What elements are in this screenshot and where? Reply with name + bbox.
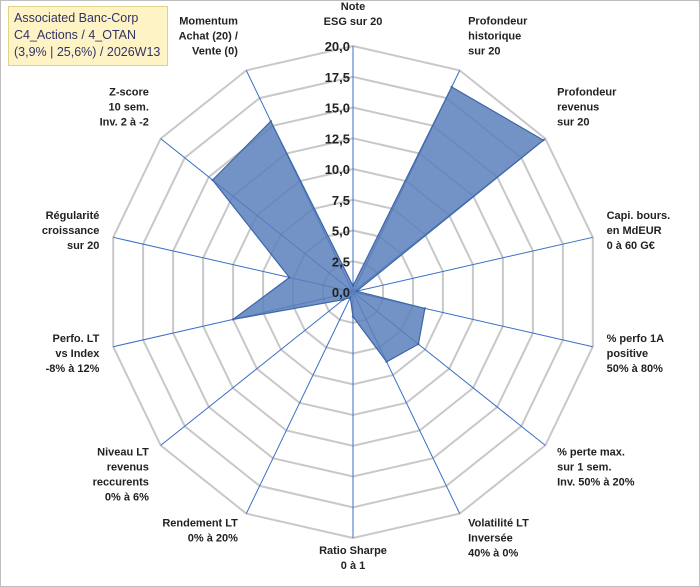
axis-label: Z-score (109, 86, 149, 98)
axis-spoke (245, 291, 354, 514)
axis-label: % perfo 1A (607, 333, 665, 345)
axis-label: positive (607, 348, 649, 360)
axis-label: Capi. bours. (607, 210, 671, 222)
data-point (351, 315, 355, 318)
axis-label: Momentum (179, 15, 238, 27)
data-point (211, 178, 214, 182)
axis-label: sur 20 (557, 116, 589, 128)
axis-label: Niveau LT (97, 447, 149, 459)
series-area (211, 86, 545, 363)
company-name: Associated Banc-Corp (14, 11, 139, 25)
radial-tick-label: 0,0 (332, 285, 350, 300)
radial-tick-label: 10,0 (325, 162, 350, 177)
radar-series (211, 85, 545, 363)
data-point (269, 120, 272, 123)
axis-label: Vente (0) (192, 45, 238, 57)
axis-label: historique (468, 30, 521, 42)
axis-label: Inv. 50% à 20% (557, 477, 635, 489)
axis-label: Profondeur (468, 15, 528, 27)
axis-label: Note (341, 1, 365, 13)
radial-tick-label: 5,0 (332, 224, 350, 239)
axis-spoke (160, 291, 354, 446)
data-point (231, 318, 235, 321)
data-point (423, 307, 427, 310)
radial-tick-label: 17,5 (325, 70, 350, 85)
radial-tick-label: 7,5 (332, 193, 350, 208)
axis-label: reccurents (93, 477, 149, 489)
axis-label: 10 sem. (109, 101, 149, 113)
axis-label: sur 20 (468, 45, 500, 57)
axis-label: 0 à 60 G€ (607, 240, 655, 252)
axis-labels: Note ESG sur 20 Profondeur historique sur 20… (42, 1, 670, 572)
axis-label: Rendement LT (162, 518, 238, 530)
radial-tick-label: 12,5 (325, 131, 350, 146)
radial-tick-label: 20,0 (325, 39, 350, 54)
data-point (385, 360, 388, 363)
axis-label: 0% à 20% (188, 533, 238, 545)
axis-label: Régularité (46, 210, 100, 222)
axis-label: revenus (107, 462, 149, 474)
axis-label: Profondeur (557, 86, 617, 98)
axis-label: Achat (20) / (179, 30, 238, 42)
axis-spoke (352, 236, 593, 293)
axis-label: Inv. 2 à -2 (100, 116, 149, 128)
axis-label: croissance (42, 225, 99, 237)
axis-label: revenus (557, 101, 599, 113)
portfolio-label: C4_Actions / 4_OTAN (14, 28, 137, 42)
data-point (355, 290, 358, 293)
axis-label: Ratio Sharpe (319, 545, 387, 557)
data-point (351, 284, 355, 288)
axis-label: sur 1 sem. (557, 462, 611, 474)
axis-label: 0 à 1 (341, 560, 365, 572)
data-point (417, 342, 420, 346)
radial-tick-label: 2,5 (332, 254, 350, 269)
axis-label: vs Index (55, 348, 100, 360)
axis-label: 0% à 6% (105, 492, 149, 504)
axis-label: -8% à 12% (46, 363, 100, 375)
axis-label: ESG sur 20 (324, 16, 383, 28)
axis-label: % perte max. (557, 447, 625, 459)
axis-label: Volatilité LT (468, 518, 529, 530)
info-box: Associated Banc-Corp C4_Actions / 4_OTAN… (8, 6, 168, 66)
axis-label: sur 20 (67, 240, 99, 252)
data-point (349, 296, 352, 299)
axis-label: Perfo. LT (53, 333, 100, 345)
axis-label: 40% à 0% (468, 548, 518, 560)
radial-tick-labels: 0,0 2,5 5,0 7,5 10,0 12,5 15,0 17,5 20,0 (325, 39, 350, 300)
data-point (288, 276, 291, 279)
axis-label: Inversée (468, 533, 513, 545)
period-label: (3,9% | 25,6%) / 2026W13 (14, 45, 161, 59)
radial-tick-label: 15,0 (325, 101, 350, 116)
data-point (542, 139, 545, 142)
data-point (342, 298, 345, 301)
axis-label: en MdEUR (607, 225, 662, 237)
data-point (450, 85, 453, 89)
axis-label: 50% à 80% (607, 363, 663, 375)
